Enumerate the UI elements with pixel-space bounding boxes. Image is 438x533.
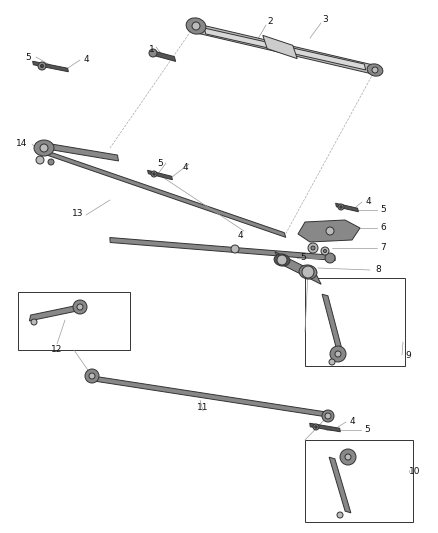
Text: 7: 7: [380, 244, 386, 253]
Polygon shape: [336, 203, 358, 212]
Circle shape: [231, 245, 239, 253]
Text: 5: 5: [300, 254, 306, 262]
Text: 5: 5: [364, 425, 370, 434]
Text: 1: 1: [149, 45, 155, 54]
Text: 5: 5: [157, 158, 163, 167]
Text: 5: 5: [380, 206, 386, 214]
Polygon shape: [29, 305, 78, 321]
Bar: [305, 278, 405, 366]
Circle shape: [326, 227, 334, 235]
Polygon shape: [298, 220, 360, 242]
Polygon shape: [263, 35, 297, 59]
Text: 4: 4: [237, 230, 243, 239]
Circle shape: [338, 204, 344, 210]
Polygon shape: [275, 252, 321, 284]
Text: 2: 2: [267, 18, 273, 27]
Circle shape: [335, 351, 341, 357]
Circle shape: [372, 67, 378, 73]
Circle shape: [315, 426, 317, 428]
Circle shape: [89, 373, 95, 379]
Circle shape: [73, 300, 87, 314]
Circle shape: [321, 247, 329, 255]
Polygon shape: [110, 238, 335, 261]
Circle shape: [325, 253, 335, 263]
Polygon shape: [322, 294, 343, 353]
Circle shape: [345, 454, 351, 460]
Circle shape: [38, 62, 46, 70]
Circle shape: [149, 49, 157, 57]
Circle shape: [322, 410, 334, 422]
Circle shape: [77, 304, 83, 310]
Ellipse shape: [367, 64, 383, 76]
Text: 5: 5: [25, 52, 31, 61]
Circle shape: [313, 424, 319, 430]
Ellipse shape: [299, 265, 317, 279]
Text: 4: 4: [182, 163, 188, 172]
Bar: [305, 440, 413, 522]
Text: 4: 4: [365, 198, 371, 206]
Circle shape: [85, 369, 99, 383]
Text: 6: 6: [380, 223, 386, 232]
Polygon shape: [329, 457, 351, 513]
Circle shape: [192, 22, 200, 30]
Circle shape: [302, 266, 314, 278]
Text: 14: 14: [16, 140, 28, 149]
Circle shape: [340, 206, 342, 208]
Ellipse shape: [186, 18, 206, 34]
Polygon shape: [194, 23, 376, 75]
Circle shape: [337, 512, 343, 518]
Circle shape: [151, 171, 157, 177]
Text: 11: 11: [197, 402, 209, 411]
Circle shape: [325, 413, 331, 419]
Polygon shape: [310, 423, 340, 432]
Circle shape: [308, 243, 318, 253]
Text: 9: 9: [405, 351, 411, 359]
Bar: [18, 292, 130, 350]
Circle shape: [40, 144, 48, 152]
Text: 4: 4: [349, 417, 355, 426]
Circle shape: [153, 173, 155, 175]
Text: 13: 13: [72, 208, 84, 217]
Polygon shape: [148, 170, 173, 180]
Circle shape: [40, 64, 43, 68]
Circle shape: [329, 359, 335, 365]
Polygon shape: [43, 150, 286, 237]
Circle shape: [277, 255, 287, 265]
Circle shape: [330, 346, 346, 362]
Polygon shape: [52, 144, 119, 161]
Polygon shape: [205, 28, 366, 70]
Text: 10: 10: [409, 467, 421, 477]
Polygon shape: [152, 51, 176, 61]
Ellipse shape: [274, 254, 290, 266]
Ellipse shape: [34, 140, 54, 156]
Text: 4: 4: [83, 55, 89, 64]
Circle shape: [36, 156, 44, 164]
Circle shape: [311, 246, 315, 250]
Circle shape: [31, 319, 37, 325]
Circle shape: [324, 249, 326, 253]
Circle shape: [48, 159, 54, 165]
Circle shape: [340, 449, 356, 465]
Text: 3: 3: [322, 15, 328, 25]
Polygon shape: [90, 376, 330, 417]
Polygon shape: [33, 61, 68, 72]
Text: 12: 12: [51, 345, 63, 354]
Text: 8: 8: [375, 265, 381, 274]
